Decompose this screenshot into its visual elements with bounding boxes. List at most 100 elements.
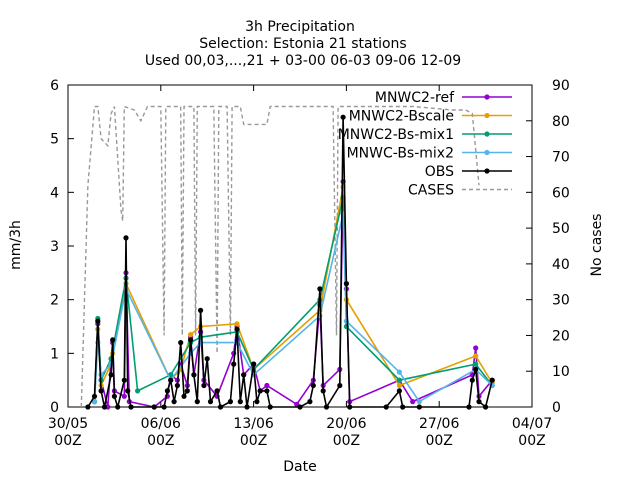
data-point: [98, 388, 104, 394]
y2-axis-label: No cases: [589, 214, 605, 277]
data-point: [307, 399, 313, 405]
y-axis-ticks: 0 1 2 3 4 5 6: [50, 78, 74, 416]
data-point: [410, 399, 416, 405]
data-point: [178, 340, 184, 346]
x-axis-ticks: 30/0500Z06/0600Z13/0600Z20/0600Z27/0600Z…: [48, 85, 552, 449]
data-point: [174, 382, 180, 389]
data-point: [198, 307, 204, 313]
legend-label: MNWC2-ref: [375, 90, 455, 106]
data-point: [101, 404, 108, 410]
data-point: [343, 281, 349, 287]
data-point: [168, 377, 174, 383]
data-point: [241, 372, 247, 378]
data-point: [234, 326, 240, 332]
legend-item: MNWC2-Bs-mix1: [338, 127, 512, 143]
legend-item: MNWC-Bs-mix2: [347, 146, 512, 162]
series-obs: [85, 114, 495, 410]
y-tick-label: 6: [50, 78, 59, 94]
legend-marker: [484, 168, 490, 174]
data-point: [400, 404, 406, 410]
y-tick-label: 3: [50, 239, 59, 255]
data-point: [254, 399, 260, 405]
data-point: [217, 404, 224, 410]
series-layer: [80, 105, 495, 410]
series-line: [87, 117, 493, 410]
data-point: [108, 372, 114, 378]
data-point: [483, 404, 489, 410]
data-point: [264, 382, 270, 389]
legend-label: MNWC2-Bscale: [349, 109, 454, 125]
data-point: [416, 404, 422, 410]
x-tick-label: 13/06: [233, 416, 273, 432]
legend-marker: [484, 149, 490, 156]
x-axis-label: Date: [283, 459, 316, 475]
y-tick-label: 4: [50, 185, 59, 201]
x-tick-label-time: 00Z: [240, 433, 267, 449]
title-line-2: Selection: Estonia 21 stations: [199, 36, 406, 52]
x-tick-label: 27/06: [419, 416, 459, 432]
data-point: [194, 399, 200, 405]
legend-label: MNWC2-Bs-mix1: [338, 127, 454, 143]
data-point: [234, 321, 240, 327]
data-point: [347, 404, 353, 410]
data-point: [340, 114, 346, 120]
data-point: [85, 404, 91, 410]
x-tick-label-time: 00Z: [518, 433, 545, 449]
data-point: [251, 361, 257, 367]
data-point: [128, 404, 134, 410]
legend-marker: [484, 112, 490, 119]
legend-item: CASES: [408, 183, 512, 199]
data-point: [473, 366, 479, 372]
y2-tick-label: 40: [552, 257, 570, 273]
data-point: [214, 388, 220, 394]
data-point: [121, 377, 127, 383]
series-line: [93, 186, 493, 402]
legend-item: MNWC2-ref: [375, 90, 512, 106]
data-point: [264, 388, 270, 394]
title-line-3: Used 00,03,...,21 + 03-00 06-03 09-06 12…: [145, 53, 461, 69]
data-point: [204, 356, 210, 362]
data-point: [115, 404, 121, 410]
y2-tick-label: 60: [552, 185, 570, 201]
data-point: [161, 404, 167, 410]
data-point: [91, 399, 98, 405]
y2-tick-label: 20: [552, 328, 570, 344]
data-point: [396, 369, 402, 375]
data-point: [188, 337, 194, 343]
x-tick-label-time: 00Z: [425, 433, 452, 449]
x-tick-label: 30/05: [48, 416, 88, 432]
x-tick-label: 04/07: [512, 416, 552, 432]
data-point: [95, 318, 101, 324]
data-point: [267, 404, 273, 410]
series-cases: [80, 105, 480, 408]
data-point: [164, 388, 170, 394]
data-point: [473, 353, 479, 359]
data-point: [121, 393, 127, 399]
data-point: [125, 388, 131, 394]
data-point: [323, 404, 330, 410]
y-tick-label: 0: [50, 400, 59, 416]
data-point: [191, 372, 197, 378]
data-point: [111, 393, 117, 399]
legend-marker: [484, 94, 490, 100]
y2-tick-label: 70: [552, 150, 570, 166]
legend-label: CASES: [408, 183, 454, 199]
data-point: [257, 388, 263, 394]
data-point: [181, 393, 187, 399]
y2-tick-label: 90: [552, 78, 570, 94]
data-point: [466, 404, 472, 410]
data-point: [110, 337, 116, 343]
series-line: [80, 105, 480, 408]
title-line-1: 3h Precipitation: [245, 19, 355, 35]
data-point: [171, 399, 177, 405]
data-point: [227, 399, 233, 405]
legend-label: OBS: [425, 164, 454, 180]
data-point: [489, 377, 495, 383]
data-point: [337, 382, 343, 389]
legend-item: OBS: [425, 164, 512, 180]
data-point: [91, 393, 98, 399]
x-tick-label-time: 00Z: [333, 433, 360, 449]
data-point: [396, 388, 402, 394]
data-point: [317, 286, 323, 292]
